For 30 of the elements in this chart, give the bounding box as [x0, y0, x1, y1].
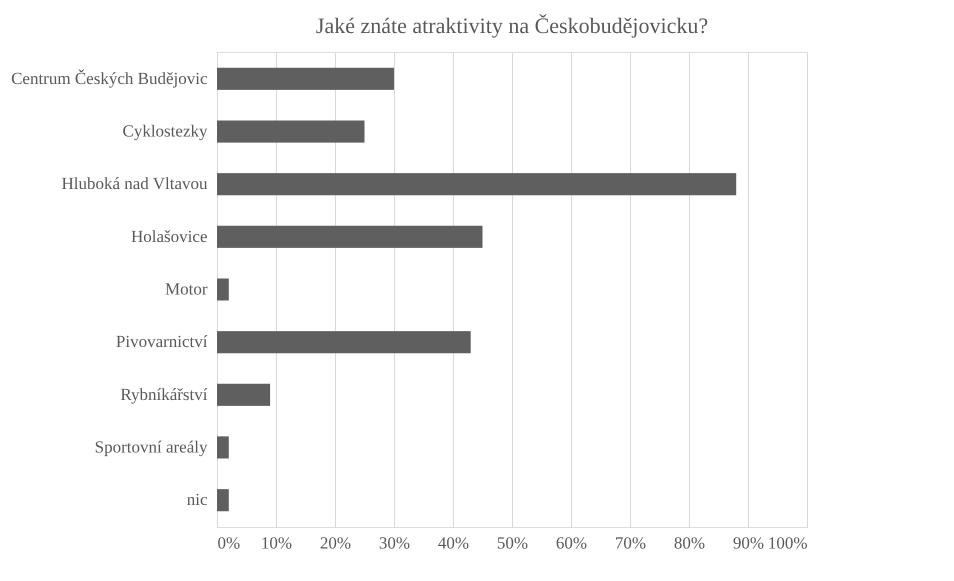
x-tick-label: 50%	[496, 534, 528, 552]
y-tick-label: Hluboká nad Vltavou	[61, 174, 208, 194]
x-tick-label: 80%	[674, 534, 706, 552]
y-tick-label: Motor	[165, 280, 208, 298]
x-tick-label: 60%	[556, 534, 588, 552]
bar	[217, 384, 270, 406]
y-tick-label: Sportovní areály	[94, 437, 208, 456]
bar	[217, 331, 471, 354]
bar	[217, 226, 482, 248]
y-tick-label: Centrum Českých Budějovic	[11, 68, 208, 88]
x-tick-label: 40%	[438, 534, 470, 552]
y-tick-label: Cyklostezky	[122, 122, 208, 141]
y-tick-label: Pivovarnictví	[116, 332, 208, 352]
x-tick-label: 70%	[614, 534, 646, 552]
bar	[217, 278, 229, 301]
x-tick-label: 30%	[378, 534, 410, 552]
y-tick-label: Rybníkářství	[120, 384, 208, 404]
y-tick-label: Holašovice	[131, 226, 208, 246]
x-tick-label: 100%	[768, 534, 808, 552]
x-tick-label: 90%	[732, 534, 764, 552]
bar	[217, 68, 394, 90]
x-tick-label: 20%	[320, 534, 352, 552]
y-tick-label: nic	[186, 490, 208, 510]
bar	[217, 173, 736, 196]
bar	[217, 436, 229, 459]
x-tick-label: 0%	[218, 534, 240, 552]
bar	[217, 120, 364, 143]
x-tick-label: 10%	[260, 534, 292, 552]
bar	[217, 489, 229, 512]
chart-title: Jaké znáte atraktivity na Českobudějovicku?	[316, 13, 708, 38]
